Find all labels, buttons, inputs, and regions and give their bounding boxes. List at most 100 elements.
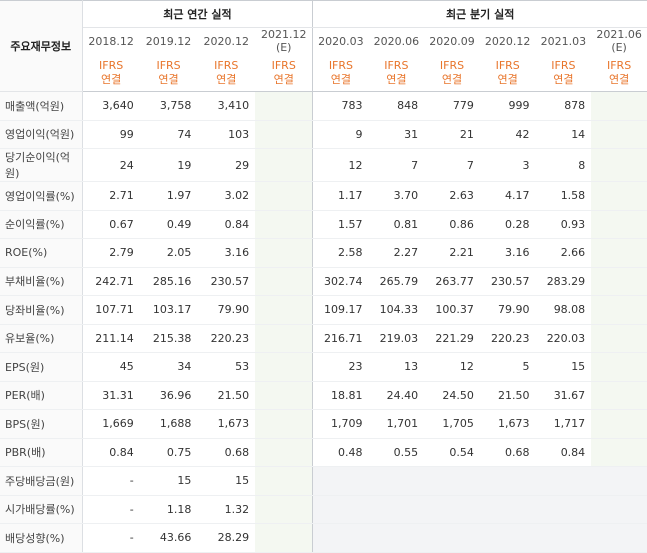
quarter-value-cell [591, 120, 647, 149]
table-row: EPS(원) 45 34 53 23 13 12 5 15 [0, 352, 647, 382]
quarter-value-cell: 79.90 [479, 295, 536, 325]
row-label: ROE(%) [0, 238, 83, 268]
annual-value-cell: 24 [82, 148, 140, 182]
row-label: 주당배당금(원) [0, 466, 83, 496]
quarter-value-cell: 2.63 [424, 181, 480, 211]
quarter-value-cell [535, 523, 592, 553]
annual-value-cell: 43.66 [139, 523, 198, 553]
annual-value-cell: 15 [139, 466, 198, 496]
basis-scope: 연결 [497, 72, 518, 86]
annual-value-cell: 19 [139, 148, 198, 182]
quarter-value-cell [424, 466, 480, 496]
quarter-value-cell [591, 352, 647, 382]
quarter-period: 2020.06 [373, 34, 420, 48]
annual-period: 2019.12 [145, 34, 192, 48]
annual-value-cell [255, 238, 313, 268]
quarter-value-cell: 14 [535, 120, 592, 149]
quarter-value-cell: 848 [368, 91, 425, 121]
quarter-value-cell [591, 438, 647, 467]
annual-value-cell: 0.68 [197, 438, 256, 467]
annual-value-cell: 285.16 [139, 266, 198, 296]
quarter-value-cell: 216.71 [312, 324, 369, 353]
annual-value-cell [255, 352, 313, 382]
quarter-value-cell: 42 [479, 120, 536, 149]
basis-scope: 연결 [608, 72, 630, 86]
annual-value-cell [255, 409, 313, 439]
annual-value-cell: 79.90 [197, 295, 256, 325]
annual-value-cell: 1.32 [197, 495, 256, 524]
quarter-value-cell: 31.67 [535, 381, 592, 410]
row-label: BPS(원) [0, 409, 83, 439]
row-label: PBR(배) [0, 438, 83, 467]
annual-value-cell: 215.38 [139, 324, 198, 353]
quarter-value-cell: 3 [479, 148, 536, 182]
accounting-basis: IFRS 연결 [82, 54, 140, 92]
annual-value-cell: 220.23 [197, 324, 256, 353]
quarter-value-cell: 999 [479, 91, 536, 121]
table-row: 시가배당률(%) -1.18 1.32 [0, 495, 647, 524]
quarter-period: 2020.03 [312, 27, 369, 54]
row-label: PER(배) [0, 381, 83, 410]
annual-value-cell: 29 [197, 148, 256, 182]
quarter-value-cell [591, 324, 647, 353]
accounting-basis: IFRS 연결 [139, 54, 198, 92]
quarter-value-cell: 1,673 [479, 409, 536, 439]
quarter-value-cell: 1,717 [535, 409, 592, 439]
annual-value-cell [255, 381, 313, 410]
annual-value-cell: 99 [82, 120, 140, 149]
quarter-value-cell: 0.93 [535, 210, 592, 239]
row-label: 순이익률(%) [0, 210, 83, 239]
annual-value-cell [255, 523, 313, 553]
annual-period: 2020.12 [203, 34, 250, 48]
quarter-value-cell: 0.81 [368, 210, 425, 239]
annual-value-cell: 15 [197, 466, 256, 496]
quarter-value-cell [591, 238, 647, 268]
quarter-value-cell [312, 523, 369, 553]
table-row: 주당배당금(원) -15 15 [0, 466, 647, 496]
annual-value-cell [255, 210, 313, 239]
quarter-value-cell: 31 [368, 120, 425, 149]
accounting-basis: IFRS 연결 [255, 54, 313, 92]
basis-standard: IFRS [328, 58, 354, 72]
row-label: EPS(원) [0, 352, 83, 382]
annual-value-cell: 3,758 [139, 91, 198, 121]
annual-value-cell [255, 120, 313, 149]
quarter-value-cell [479, 523, 536, 553]
annual-value-cell: 1.97 [139, 181, 198, 211]
quarter-value-cell: 12 [424, 352, 480, 382]
quarter-value-cell [535, 466, 592, 496]
annual-value-cell: 242.71 [82, 266, 140, 296]
quarter-value-cell: 109.17 [312, 295, 369, 325]
quarter-value-cell: 24.40 [368, 381, 425, 410]
annual-value-cell: 34 [139, 352, 198, 382]
quarter-value-cell: 263.77 [424, 266, 480, 296]
row-label: 매출액(억원) [0, 91, 83, 121]
basis-scope: 연결 [100, 72, 122, 86]
row-label: 영업이익률(%) [0, 181, 83, 211]
basis-scope: 연결 [216, 72, 237, 86]
quarter-value-cell [479, 466, 536, 496]
quarter-value-cell: 23 [312, 352, 369, 382]
annual-value-cell: 2.71 [82, 181, 140, 211]
quarter-value-cell [591, 181, 647, 211]
annual-value-cell: 74 [139, 120, 198, 149]
quarter-value-cell: 7 [424, 148, 480, 182]
quarter-period: 2020.12 [484, 34, 531, 48]
quarter-value-cell: 779 [424, 91, 480, 121]
accounting-basis: IFRS 연결 [535, 54, 592, 92]
basis-scope: 연결 [330, 72, 352, 86]
basis-standard: IFRS [606, 58, 632, 72]
annual-section-title: 최근 연간 실적 [82, 0, 313, 28]
row-label-header: 주요재무정보 [0, 0, 83, 92]
annual-value-cell: 1,669 [82, 409, 140, 439]
quarter-value-cell: 221.29 [424, 324, 480, 353]
basis-standard: IFRS [384, 58, 409, 72]
annual-value-cell: 1,673 [197, 409, 256, 439]
table-row: 영업이익(억원) 99 74 103 9 31 21 42 14 [0, 120, 647, 149]
quarter-value-cell [591, 210, 647, 239]
basis-standard: IFRS [551, 58, 576, 72]
table-row: BPS(원) 1,669 1,688 1,673 1,709 1,701 1,705 1,67… [0, 409, 647, 439]
quarter-value-cell: 104.33 [368, 295, 425, 325]
quarter-value-cell: 21 [424, 120, 480, 149]
